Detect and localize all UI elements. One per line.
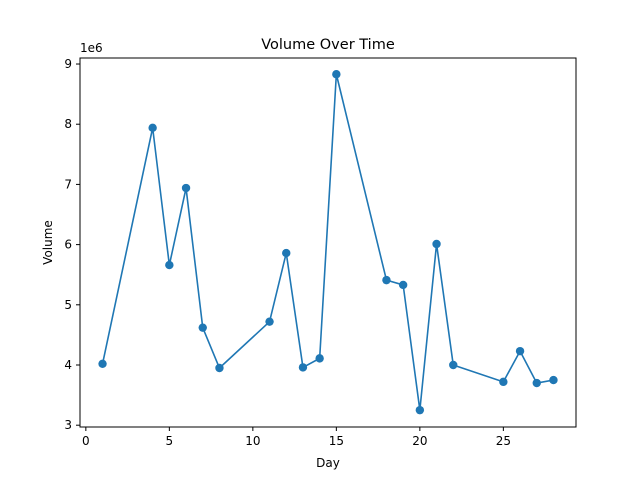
- data-point: [148, 123, 157, 133]
- y-tick-label: 8: [64, 117, 72, 131]
- y-offset-label: 1e6: [80, 41, 103, 55]
- y-tick-label: 5: [64, 298, 72, 312]
- y-tick-label: 9: [64, 57, 72, 71]
- data-point: [432, 239, 441, 249]
- data-point: [198, 323, 207, 332]
- x-tick-label: 25: [496, 434, 511, 448]
- data-point: [282, 248, 291, 258]
- plot-area: [98, 70, 558, 415]
- chart-title: Volume Over Time: [261, 37, 395, 53]
- y-tick-label: 4: [64, 358, 72, 372]
- data-point: [332, 70, 341, 79]
- x-tick-label: 20: [412, 434, 427, 448]
- x-tick-label: 5: [166, 434, 174, 448]
- data-point: [98, 359, 107, 368]
- x-tick-label: 10: [245, 434, 260, 448]
- data-point: [398, 280, 408, 290]
- data-point: [449, 360, 458, 370]
- data-point: [265, 317, 274, 326]
- data-point: [215, 363, 224, 373]
- y-tick-label: 7: [64, 177, 72, 191]
- axes-frame: [79, 57, 577, 428]
- series-line: [101, 73, 554, 411]
- data-point: [515, 346, 525, 356]
- data-point: [532, 378, 541, 388]
- y-tick-label: 6: [64, 238, 72, 252]
- x-tick-label: 15: [329, 434, 344, 448]
- data-point: [165, 260, 174, 270]
- data-point: [549, 375, 558, 385]
- x-tick-label: 0: [82, 434, 90, 448]
- data-point: [415, 405, 425, 415]
- data-point: [499, 377, 508, 387]
- data-point: [382, 275, 391, 285]
- y-tick-label: 3: [64, 418, 72, 432]
- y-axis-label: Volume: [41, 220, 55, 265]
- data-point: [315, 354, 324, 363]
- data-point: [298, 363, 308, 372]
- data-point: [181, 183, 191, 193]
- x-axis-label: Day: [316, 456, 340, 470]
